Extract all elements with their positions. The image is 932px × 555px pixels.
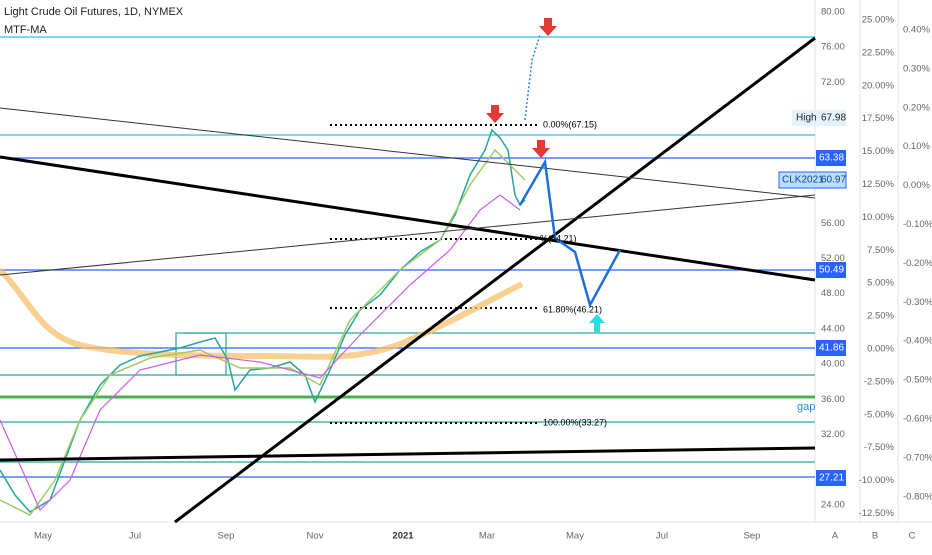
percent-axis-2-label: 0.40% [903, 25, 930, 36]
time-axis-label: Nov [307, 531, 324, 542]
arrow-down [539, 18, 557, 36]
tag-name: CLK2021 [782, 175, 824, 186]
price-axis-label: 80.00 [821, 7, 845, 18]
time-axis-label: 2021 [392, 531, 414, 542]
fib-label: %(54.21) [540, 233, 577, 243]
percent-axis-2-label: -0.50% [903, 375, 932, 386]
time-axis-label: Jul [656, 531, 668, 542]
percent-axis-2-label: -0.80% [903, 491, 932, 502]
percent-axis-label: 5.00% [867, 278, 894, 289]
scale-button[interactable]: B [872, 531, 878, 542]
chart-title: Light Crude Oil Futures, 1D, NYMEX [4, 6, 184, 18]
time-axis-label: Sep [744, 531, 761, 542]
time-axis-label: Sep [218, 531, 235, 542]
percent-axis-label: 22.50% [862, 47, 895, 58]
percent-axis-label: -7.50% [864, 442, 895, 453]
ma-slow [0, 194, 521, 512]
fib-label: 0.00%(67.15) [543, 119, 597, 129]
tag-bg [816, 470, 846, 486]
percent-axis-2-label: 0.00% [903, 180, 930, 191]
tag-bg [816, 150, 846, 166]
price-axis-label: 72.00 [821, 77, 845, 88]
price-axis-label: 24.00 [821, 500, 845, 511]
trendlines [0, 36, 816, 524]
percent-axis-label: -5.00% [864, 409, 895, 420]
percent-axis-2-label: 0.20% [903, 102, 930, 113]
annotation: gap [797, 401, 815, 413]
arrow-up [589, 314, 605, 332]
indicator-label: MTF-MA [4, 24, 47, 36]
percent-axis-label: 20.00% [862, 80, 895, 91]
price-axis-label: 32.00 [821, 429, 845, 440]
percent-axis-2-label: -0.40% [903, 336, 932, 347]
tag-bg [816, 262, 846, 278]
time-axis-label: May [566, 531, 584, 542]
percent-axis-label: 10.00% [862, 212, 895, 223]
percent-axis-label: 2.50% [867, 311, 894, 322]
tag-value: 63.38 [819, 153, 844, 164]
price-path [0, 128, 526, 513]
price-axis-label: 52.00 [821, 253, 845, 264]
price-axis-label: 76.00 [821, 42, 845, 53]
price-axis-label: 48.00 [821, 288, 845, 299]
percent-axis-label: 0.00% [867, 344, 894, 355]
percent-axis-label: 12.50% [862, 179, 895, 190]
tag-name: High [796, 113, 817, 124]
percent-axis-2-label: -0.60% [903, 414, 932, 425]
percent-axis-2-label: 0.10% [903, 141, 930, 152]
percent-axis-label: 15.00% [862, 146, 895, 157]
time-axis-label: Jul [129, 531, 141, 542]
tag-value: 60.97 [821, 175, 846, 186]
tag-bg [778, 171, 847, 189]
tag-value: 41.86 [819, 343, 844, 354]
tag-value: 50.49 [819, 265, 844, 276]
tag-value: 27.21 [819, 473, 844, 484]
fib-label: 100.00%(33.27) [543, 417, 607, 427]
arrow-down [486, 105, 504, 123]
tag-bg [816, 340, 846, 356]
time-axis-label: May [34, 531, 52, 542]
percent-axis-label: -10.00% [859, 475, 895, 486]
arrow-down [532, 140, 550, 158]
price-axis-label: 40.00 [821, 359, 845, 370]
price-axis-label: 36.00 [821, 394, 845, 405]
ma-fast [0, 148, 526, 516]
price-axis-label: 56.00 [821, 218, 845, 229]
percent-axis-2-label: 0.30% [903, 63, 930, 74]
percent-axis-2-label: -0.10% [903, 219, 932, 230]
scale-button[interactable]: A [832, 531, 839, 542]
percent-axis-label: -2.50% [864, 376, 895, 387]
fib-lines [330, 124, 540, 424]
percent-axis-label: -12.50% [859, 508, 895, 519]
percent-axis-label: 7.50% [867, 245, 894, 256]
percent-axis-2-label: -0.20% [903, 258, 932, 269]
percent-axis-label: 17.50% [862, 113, 895, 124]
projection-dotted [524, 34, 541, 121]
percent-axis-label: 25.00% [862, 15, 895, 26]
fib-label: 61.80%(46.21) [543, 304, 602, 314]
tag-bg [792, 110, 846, 126]
ma-band [0, 267, 524, 360]
tag-value: 67.98 [821, 113, 846, 124]
scale-button[interactable]: C [909, 531, 916, 542]
time-axis-label: Mar [479, 531, 495, 542]
projection [518, 158, 622, 309]
price-axis-label: 44.00 [821, 323, 845, 334]
percent-axis-2-label: -0.70% [903, 452, 932, 463]
percent-axis-2-label: -0.30% [903, 297, 932, 308]
levels [0, 36, 815, 478]
